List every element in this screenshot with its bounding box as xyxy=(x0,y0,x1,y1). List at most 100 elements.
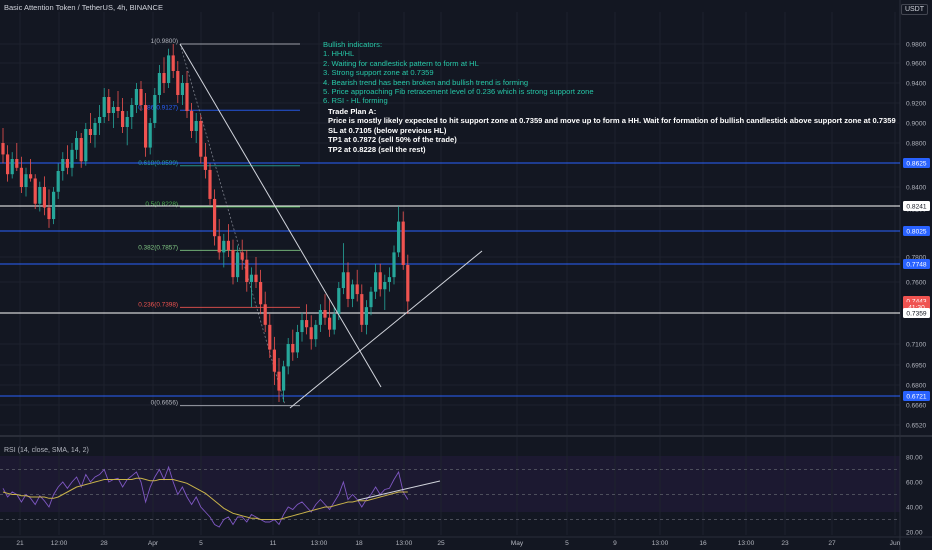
candle-body xyxy=(98,117,102,123)
candle-body xyxy=(185,83,189,111)
time-axis-tick: 23 xyxy=(781,540,789,547)
time-axis-tick: 21 xyxy=(16,540,24,547)
candle-body xyxy=(203,156,207,170)
price-label-text: 0.6721 xyxy=(906,394,927,401)
candle-body xyxy=(84,129,88,162)
candle-body xyxy=(167,55,171,83)
candle-body xyxy=(79,138,83,162)
candle-body xyxy=(222,240,226,253)
time-axis-tick: May xyxy=(511,540,524,547)
chart-title: Basic Attention Token / TetherUS, 4h, BI… xyxy=(4,3,163,12)
candle-body xyxy=(130,105,134,117)
candle-body xyxy=(341,272,345,289)
time-axis-tick: 5 xyxy=(199,540,203,547)
fib-level-label: 0.382(0.7857) xyxy=(138,244,178,251)
candle-body xyxy=(286,344,290,367)
price-label-text: 0.8025 xyxy=(906,229,927,236)
candle-body xyxy=(116,107,120,111)
candle-body xyxy=(102,97,106,117)
price-label-box xyxy=(903,391,930,401)
candle-body xyxy=(272,349,276,372)
time-axis-tick: 16 xyxy=(699,540,707,547)
candle-body xyxy=(125,117,129,127)
rsi-indicator-label[interactable]: RSI (14, close, SMA, 14, 2) xyxy=(4,447,89,454)
candle-body xyxy=(360,294,364,325)
price-label-box xyxy=(903,201,930,211)
price-axis-tick: 0.9600 xyxy=(906,61,927,68)
bullish-indicators-note: Bullish indicators: 1. HH/HL 2. Waiting … xyxy=(323,40,594,106)
candle-body xyxy=(180,83,184,95)
time-axis-tick: 18 xyxy=(355,540,363,547)
candle-body xyxy=(305,320,309,328)
candle-body xyxy=(134,89,138,105)
price-label-box xyxy=(903,158,930,168)
time-axis-tick: 13:00 xyxy=(311,540,328,547)
descending-trendline xyxy=(179,43,382,388)
candle-body xyxy=(295,332,299,353)
fib-level-label: 0.5(0.8228) xyxy=(145,201,178,208)
candle-body xyxy=(171,55,175,71)
candle-body xyxy=(70,149,74,168)
candle-body xyxy=(332,314,336,330)
candle-body xyxy=(153,95,157,123)
note-line: Price is mostly likely expected to hit s… xyxy=(328,116,896,126)
candle-body xyxy=(148,123,152,148)
currency-label[interactable]: USDT xyxy=(900,4,928,15)
candle-body xyxy=(245,259,249,282)
candle-body xyxy=(378,272,382,290)
fib-level-label: 0(0.6656) xyxy=(151,400,178,407)
candle-body xyxy=(282,366,286,391)
price-axis-tick: 0.6950 xyxy=(906,363,927,370)
note-line: 3. Strong support zone at 0.7359 xyxy=(323,68,434,78)
price-label-box xyxy=(903,259,930,269)
note-line: 2. Waiting for candlestick pattern to fo… xyxy=(323,58,479,68)
price-axis-tick: 0.8800 xyxy=(906,141,927,148)
candle-body xyxy=(162,73,166,83)
candle-body xyxy=(300,320,304,333)
note-line: Trade Plan A: xyxy=(328,107,377,116)
candle-body xyxy=(139,89,143,105)
candle-body xyxy=(392,252,396,278)
price-label-text: 0.7748 xyxy=(906,262,927,269)
rsi-axis-tick: 20.00 xyxy=(906,530,923,537)
candle-body xyxy=(88,129,92,135)
price-axis-tick: 0.7600 xyxy=(906,280,927,287)
candle-body xyxy=(75,138,79,150)
note-line: Bullish indicators: xyxy=(323,40,383,49)
candle-body xyxy=(15,159,19,168)
price-axis-tick: 0.6660 xyxy=(906,403,927,410)
candle-body xyxy=(33,178,37,204)
note-line: SL at 0.7105 (below previous HL) xyxy=(328,125,447,135)
candle-body xyxy=(231,250,235,278)
ascending-trendline xyxy=(289,250,483,409)
candle-body xyxy=(318,310,322,325)
candle-body xyxy=(208,169,212,199)
note-line: 5. Price approaching Fib retracement lev… xyxy=(323,87,594,97)
fib-level-label: 0.786(0.9127) xyxy=(138,104,178,111)
candle-body xyxy=(263,304,267,325)
candle-body xyxy=(323,310,327,318)
candle-body xyxy=(249,274,253,282)
price-axis-tick: 0.6800 xyxy=(906,383,927,390)
candle-body xyxy=(157,73,161,95)
candle-body xyxy=(351,284,355,299)
rsi-band-fill xyxy=(0,456,900,512)
price-label-box xyxy=(903,308,930,318)
time-axis-tick: 9 xyxy=(613,540,617,547)
price-label-text: 0.8625 xyxy=(906,161,927,168)
price-label-text: 0.8241 xyxy=(906,204,927,211)
candle-body xyxy=(107,97,111,113)
rsi-axis-tick: 60.00 xyxy=(906,480,923,487)
candle-body xyxy=(254,274,258,282)
note-line: TP2 at 0.8228 (sell the rest) xyxy=(328,144,426,154)
candle-body xyxy=(346,272,350,299)
candle-body xyxy=(199,121,203,157)
price-label-box xyxy=(903,226,930,236)
candle-body xyxy=(10,159,14,175)
candle-body xyxy=(19,167,23,187)
candle-body xyxy=(364,307,368,325)
note-line: 1. HH/HL xyxy=(323,49,355,59)
rsi-line xyxy=(2,465,409,528)
candle-body xyxy=(291,344,295,353)
